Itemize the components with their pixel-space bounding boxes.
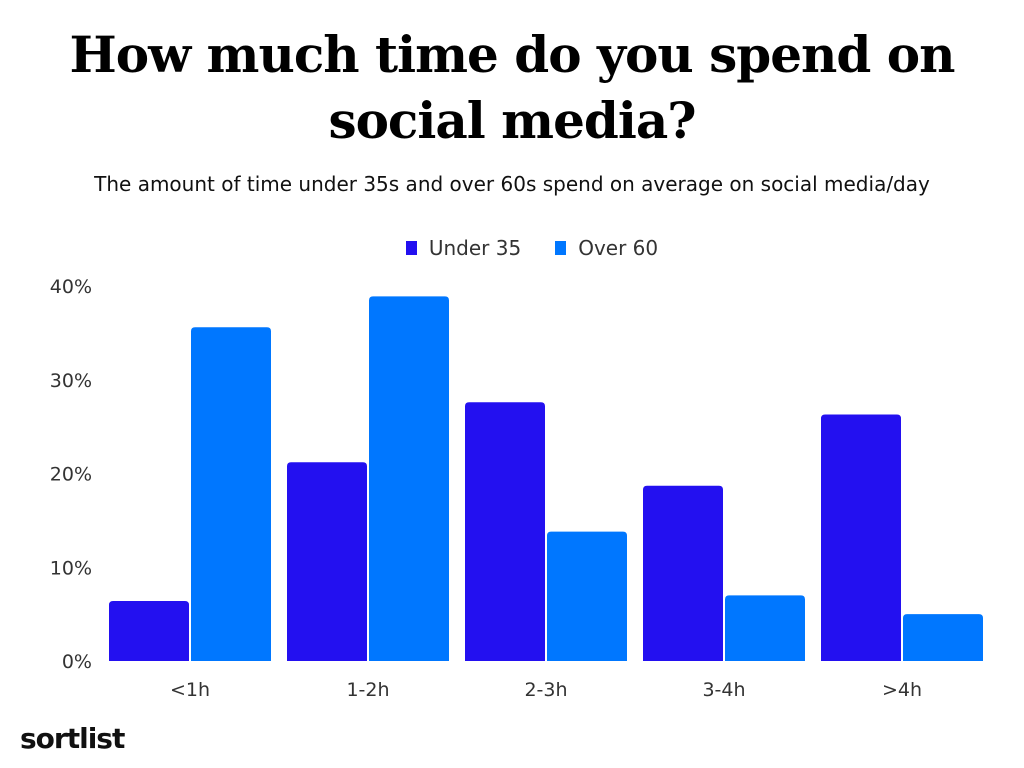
y-tick-label: 40%: [50, 276, 92, 298]
bar-over-60-2-3h: [547, 531, 627, 661]
x-tick-label: 2-3h: [524, 679, 567, 701]
chart-subtitle: The amount of time under 35s and over 60…: [94, 172, 930, 196]
legend-label: Over 60: [578, 236, 659, 260]
bar-over-60-1-2h: [369, 296, 449, 661]
legend-swatch: [555, 241, 567, 255]
bar-under-35->4h: [821, 414, 901, 661]
sortlist-logo: sortlist: [20, 722, 125, 755]
bar-under-35-3-4h: [643, 485, 723, 661]
y-tick-label: 0%: [62, 651, 92, 673]
chart-title: How much time do you spend on social med…: [69, 25, 956, 150]
x-tick-label: >4h: [882, 679, 922, 701]
y-tick-label: 10%: [50, 557, 92, 579]
bar-over-60->4h: [903, 614, 983, 661]
legend-item-over-60: Over 60: [555, 236, 658, 260]
x-tick-label: 1-2h: [346, 679, 389, 701]
bar-under-35-2-3h: [465, 402, 545, 661]
legend: Under 35 Over 60: [0, 236, 1024, 260]
bar-over-60-<1h: [191, 327, 271, 661]
x-tick-label: 3-4h: [702, 679, 745, 701]
bar-over-60-3-4h: [725, 595, 805, 661]
x-tick-label: <1h: [170, 679, 210, 701]
legend-item-under-35: Under 35: [405, 236, 522, 260]
legend-label: Under 35: [428, 236, 522, 260]
bar-under-35-1-2h: [287, 462, 367, 661]
legend-swatch: [405, 241, 417, 255]
y-tick-label: 30%: [50, 370, 92, 392]
y-tick-label: 20%: [50, 464, 92, 486]
bar-under-35-<1h: [109, 601, 189, 661]
